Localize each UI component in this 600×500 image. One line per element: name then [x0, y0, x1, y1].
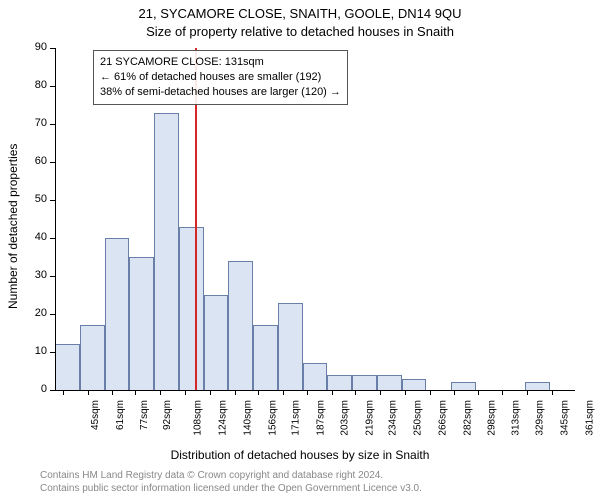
x-tick-label: 298sqm	[487, 400, 498, 436]
y-axis-line	[55, 48, 56, 390]
annotation-box: 21 SYCAMORE CLOSE: 131sqm ← 61% of detac…	[93, 50, 348, 105]
y-tick-label: 0	[17, 383, 47, 395]
footer-line2: Contains public sector information licen…	[40, 483, 590, 496]
histogram-bar	[253, 325, 278, 390]
page-title-line1: 21, SYCAMORE CLOSE, SNAITH, GOOLE, DN14 …	[0, 6, 600, 21]
y-tick-label: 50	[17, 193, 47, 205]
y-tick-label: 30	[17, 269, 47, 281]
x-tick-label: 266sqm	[437, 400, 448, 436]
x-tick-label: 77sqm	[139, 400, 150, 430]
x-tick-label: 171sqm	[290, 400, 301, 436]
y-tick-label: 80	[17, 79, 47, 91]
histogram-bar	[303, 363, 328, 390]
x-tick-label: 282sqm	[462, 400, 473, 436]
histogram-bar	[55, 344, 80, 390]
x-tick-label: 108sqm	[193, 400, 204, 436]
histogram-bar	[129, 257, 154, 390]
y-tick-label: 60	[17, 155, 47, 167]
histogram-bar	[525, 382, 550, 390]
histogram-bar	[105, 238, 130, 390]
histogram-bar	[80, 325, 105, 390]
histogram-bar	[402, 379, 427, 390]
footer-attribution: Contains HM Land Registry data © Crown c…	[40, 470, 590, 495]
x-tick-label: 329sqm	[535, 400, 546, 436]
y-tick-label: 20	[17, 307, 47, 319]
x-tick-label: 45sqm	[90, 400, 101, 430]
annotation-line3: 38% of semi-detached houses are larger (…	[100, 85, 341, 100]
x-tick-label: 219sqm	[365, 400, 376, 436]
x-tick-label: 234sqm	[388, 400, 399, 436]
page-title-line2: Size of property relative to detached ho…	[0, 24, 600, 39]
footer-line1: Contains HM Land Registry data © Crown c…	[40, 470, 590, 483]
x-tick-label: 203sqm	[340, 400, 351, 436]
y-tick-label: 10	[17, 345, 47, 357]
x-tick-label: 187sqm	[315, 400, 326, 436]
y-axis-label: Number of detached properties	[6, 144, 20, 309]
y-tick-label: 40	[17, 231, 47, 243]
x-axis-line	[55, 390, 575, 391]
x-tick-label: 313sqm	[510, 400, 521, 436]
x-axis-label: Distribution of detached houses by size …	[0, 448, 600, 462]
histogram-bar	[154, 113, 179, 390]
x-tick-label: 250sqm	[413, 400, 424, 436]
histogram-bar	[278, 303, 303, 390]
x-tick-label: 361sqm	[584, 400, 595, 436]
annotation-line2: ← 61% of detached houses are smaller (19…	[100, 70, 341, 85]
y-tick-label: 70	[17, 117, 47, 129]
histogram-bar	[352, 375, 377, 390]
x-tick-label: 92sqm	[162, 400, 173, 430]
x-tick-label: 140sqm	[242, 400, 253, 436]
histogram-bar	[228, 261, 253, 390]
histogram-bar	[377, 375, 402, 390]
x-tick-label: 156sqm	[267, 400, 278, 436]
annotation-line1: 21 SYCAMORE CLOSE: 131sqm	[100, 55, 341, 70]
x-tick-label: 345sqm	[560, 400, 571, 436]
x-tick-label: 61sqm	[115, 400, 126, 430]
x-tick-label: 124sqm	[218, 400, 229, 436]
histogram-bar	[204, 295, 229, 390]
histogram-bar	[451, 382, 476, 390]
histogram-bar	[179, 227, 204, 390]
histogram-bar	[327, 375, 352, 390]
y-tick-label: 90	[17, 41, 47, 53]
